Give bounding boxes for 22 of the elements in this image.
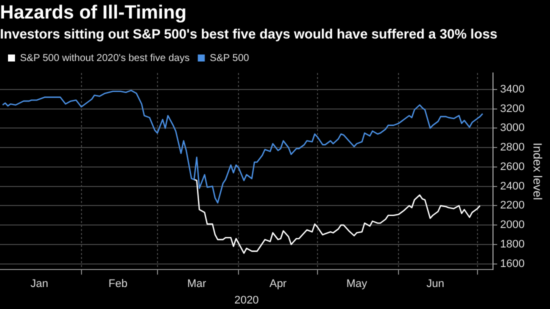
x-tick-label: May xyxy=(346,278,368,290)
legend-label: S&P 500 xyxy=(210,52,250,64)
y-tick-label: 3200 xyxy=(500,102,525,115)
y-tick-label: 3400 xyxy=(500,83,525,96)
y-tick-label: 1600 xyxy=(500,258,525,270)
x-tick-label: Feb xyxy=(108,278,128,290)
y-tick-label: 3000 xyxy=(500,122,525,134)
y-axis-title: Index level xyxy=(530,142,544,200)
x-tick-label: Jun xyxy=(426,278,444,290)
x-axis-title: 2020 xyxy=(234,294,259,306)
chart-title: Hazards of Ill-Timing xyxy=(0,2,187,24)
legend-label: S&P 500 without 2020's best five days xyxy=(20,52,190,64)
y-tick-label: 2000 xyxy=(500,219,525,232)
x-tick-label: Apr xyxy=(269,278,287,290)
x-tick-label: Jan xyxy=(30,278,48,290)
y-tick-label: 2600 xyxy=(500,160,525,173)
y-tick-label: 1800 xyxy=(500,238,525,250)
x-tick-label: Mar xyxy=(187,278,207,290)
y-tick-label: 2400 xyxy=(500,180,525,192)
chart-subtitle: Investors sitting out S&P 500's best five days would have suffered a 30% loss xyxy=(0,26,498,42)
y-tick-label: 2800 xyxy=(500,142,525,154)
y-tick-label: 2200 xyxy=(500,200,525,212)
